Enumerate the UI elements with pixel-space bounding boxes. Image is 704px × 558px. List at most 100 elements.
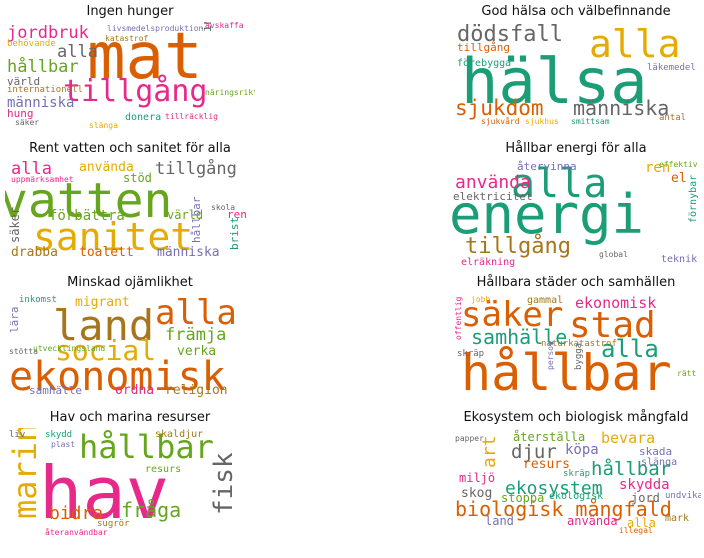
- wordcloud-panel: Hav och marina resurser hav hållbar marin fi…: [5, 410, 255, 540]
- wordcloud: ekonomisk land alla social främja migrant verk…: [5, 293, 255, 401]
- cloud-word: fisk: [209, 452, 239, 516]
- cloud-word: hälsa: [461, 44, 648, 118]
- wordcloud: hav hållbar marin fisk fråga bidra resurs skydd…: [5, 428, 255, 536]
- cloud-word: ekonomisk: [9, 353, 226, 400]
- cloud-word: ren: [227, 208, 247, 222]
- wordcloud: biologisk mångfald ekosystem hållbar djur kö…: [451, 428, 701, 536]
- cloud-word: tillgång: [457, 41, 510, 55]
- cloud-word: hung: [7, 106, 34, 120]
- cloud-word: använda: [455, 172, 531, 194]
- cloud-word: antal: [659, 113, 687, 124]
- panel-title: Ekosystem och biologisk mångfald: [463, 410, 689, 425]
- cloud-word: ekologisk: [549, 490, 604, 502]
- cloud-word: lära: [8, 306, 21, 334]
- cloud-word: biologisk mångfald: [455, 496, 672, 521]
- cloud-word: miljö: [459, 470, 496, 485]
- cloud-word: tillgång: [465, 234, 571, 260]
- cloud-word: hållbar: [591, 457, 672, 480]
- cloud-word: ordna: [115, 382, 155, 398]
- cloud-word: tillgång: [155, 159, 237, 179]
- cloud-word: återvinna: [517, 159, 577, 173]
- cloud-word: resurs: [145, 463, 182, 475]
- wordcloud-panel: Rent vatten och sanitet för alla vatten sa…: [5, 141, 255, 271]
- cloud-word: offentlig: [454, 296, 463, 341]
- cloud-word: näringsriktig: [205, 88, 255, 98]
- cloud-word: alla: [589, 22, 681, 67]
- cloud-word: el: [671, 171, 687, 187]
- wordcloud: vatten sanitet alla tillgång använda förbättr…: [5, 159, 255, 267]
- cloud-word: säker: [461, 295, 564, 336]
- cloud-word: naturkatastrof: [541, 339, 617, 350]
- cloud-word: säker: [15, 117, 40, 127]
- cloud-word: djur: [511, 441, 557, 464]
- panel-title: Rent vatten och sanitet för alla: [29, 141, 231, 156]
- cloud-word: säker: [8, 206, 22, 243]
- cloud-word: hållbar: [461, 344, 672, 401]
- cloud-word: alla: [155, 293, 237, 334]
- cloud-word: hållbar: [190, 196, 203, 243]
- cloud-word: ren: [645, 159, 671, 176]
- cloud-word: land: [53, 300, 155, 350]
- panel-title: Ingen hunger: [86, 4, 174, 19]
- cloud-word: värld: [7, 74, 41, 88]
- panel-title: Minskad ojämlikhet: [67, 275, 193, 290]
- cloud-word: skog: [461, 485, 493, 501]
- cloud-word: alla: [601, 334, 659, 363]
- cloud-word: jordbruk: [7, 23, 89, 44]
- cloud-word: läkemedel: [647, 63, 696, 73]
- cloud-word: sjukhus: [525, 116, 559, 126]
- cloud-word: stoppa: [501, 490, 545, 505]
- wordcloud: energi alla tillgång använda återvinna elektr…: [451, 159, 701, 267]
- cloud-word: förnybar: [688, 174, 699, 223]
- cloud-word: person: [546, 341, 555, 371]
- cloud-word: rätt: [677, 369, 697, 379]
- cloud-word: brist: [228, 216, 241, 250]
- cloud-word: sanitet: [33, 214, 194, 259]
- cloud-word: skada: [639, 445, 673, 459]
- panel-title: Hav och marina resurser: [49, 410, 211, 425]
- cloud-word: jord: [631, 490, 660, 505]
- cloud-word: undvika: [665, 490, 701, 501]
- cloud-word: hav: [39, 450, 170, 535]
- cloud-word: stad: [569, 305, 656, 347]
- cloud-word: migrant: [75, 295, 130, 311]
- cloud-word: värld: [167, 208, 204, 223]
- cloud-word: mark: [665, 512, 690, 524]
- cloud-word: hållbar: [79, 428, 214, 467]
- cloud-word: människa: [7, 94, 75, 111]
- wordcloud-panel: God hälsa och välbefinnande hälsa alla döds…: [451, 4, 701, 134]
- cloud-word: bygga: [574, 343, 584, 371]
- cloud-word: hållbar: [7, 56, 79, 77]
- cloud-word: avskaffa: [205, 22, 244, 30]
- cloud-word: ekonomisk: [575, 294, 657, 313]
- wordcloud: hälsa alla dödsfall sjukdom människa tillgång…: [451, 22, 701, 130]
- cloud-word: inkomst: [19, 295, 57, 306]
- cloud-word: verka: [177, 344, 217, 360]
- cloud-word: global: [599, 250, 628, 260]
- cloud-word: främja: [165, 324, 227, 345]
- cloud-word: drabba: [11, 245, 58, 261]
- cloud-word: skola: [211, 203, 236, 213]
- cloud-word: bidra: [49, 503, 104, 525]
- cloud-word: uppmärksamhet: [11, 174, 74, 184]
- cloud-word: mat: [87, 22, 203, 95]
- wordcloud-panel: Hållbar energi för alla energi alla tillgån…: [451, 141, 701, 271]
- cloud-word: samhälle: [29, 384, 82, 398]
- cloud-word: skydd: [45, 430, 73, 441]
- cloud-word: illegal: [619, 526, 653, 536]
- cloud-word: elräkning: [461, 257, 516, 267]
- cloud-word: skydda: [619, 477, 670, 494]
- cloud-word: förbättra: [49, 208, 125, 225]
- cloud-word: utvecklingsland: [33, 344, 106, 354]
- cloud-word: tillräcklig: [165, 111, 218, 121]
- wordcloud-panel: Ekosystem och biologisk mångfald biologis…: [451, 410, 701, 540]
- cloud-word: sugrör: [97, 519, 130, 530]
- cloud-word: ekosystem: [505, 478, 603, 500]
- wordcloud: hållbar stad säker samhälle alla ekonomisk gam…: [451, 293, 701, 401]
- cloud-word: slänga: [89, 120, 118, 130]
- panel-title: God hälsa och välbefinnande: [481, 4, 671, 19]
- cloud-word: land: [485, 514, 514, 529]
- cloud-word: vatten: [5, 173, 173, 230]
- cloud-word: smittsam: [571, 116, 610, 126]
